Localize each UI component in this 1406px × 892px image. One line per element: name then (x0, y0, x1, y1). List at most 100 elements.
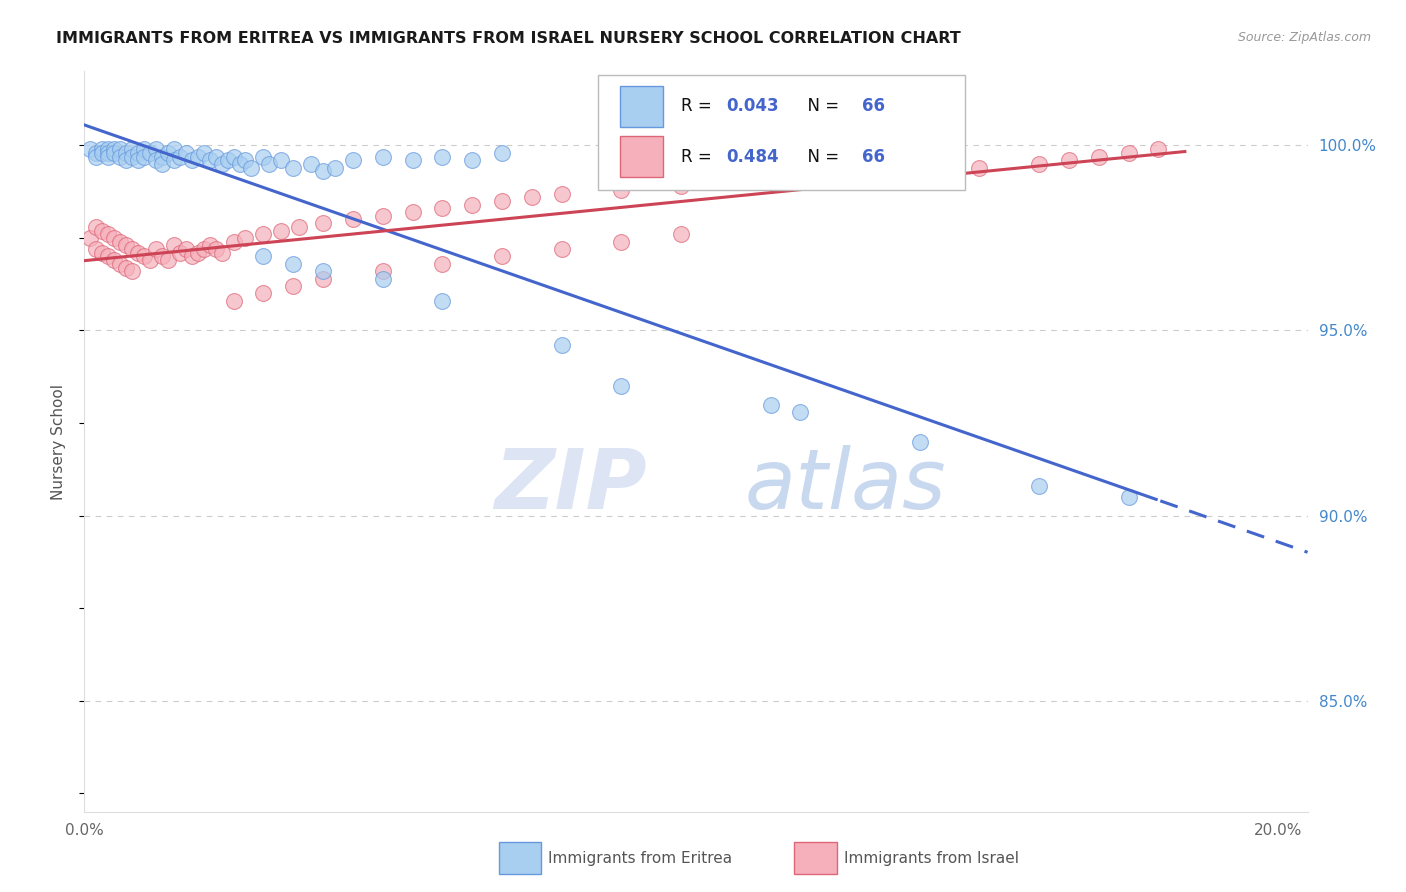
Point (240, 161, 263, 175)
FancyBboxPatch shape (620, 86, 664, 127)
Point (198, 238, 221, 252)
Point (127, 145, 149, 160)
Point (432, 149, 454, 163)
Y-axis label: Nursery School: Nursery School (51, 384, 66, 500)
Text: atlas: atlas (745, 445, 946, 526)
Point (259, 157, 281, 171)
Point (551, 186, 574, 201)
Point (187, 149, 209, 163)
Point (908, 434, 931, 449)
Point (610, 379, 633, 393)
Point (115, 145, 138, 160)
Point (252, 149, 274, 163)
Point (789, 405, 811, 419)
Point (461, 197, 484, 211)
Point (228, 157, 250, 171)
Point (193, 145, 215, 160)
Point (115, 238, 138, 252)
Point (461, 153, 484, 168)
Point (235, 153, 257, 168)
Point (97, 145, 120, 160)
Point (84, 145, 107, 160)
Point (103, 231, 125, 245)
Point (299, 157, 322, 171)
Point (91, 145, 114, 160)
Point (1057, 153, 1080, 168)
Point (108, 257, 131, 271)
Text: Immigrants from Eritrea: Immigrants from Eritrea (548, 851, 733, 865)
Point (174, 145, 197, 160)
Point (432, 257, 454, 271)
Point (84, 219, 107, 234)
Point (204, 242, 226, 256)
Point (169, 149, 191, 163)
FancyBboxPatch shape (499, 842, 541, 874)
Point (150, 249, 173, 263)
Point (235, 231, 257, 245)
Point (432, 293, 454, 308)
Point (491, 194, 513, 208)
Point (283, 279, 305, 293)
Point (193, 242, 215, 256)
Text: 0.043: 0.043 (727, 97, 779, 115)
Point (115, 260, 138, 275)
Point (108, 142, 131, 156)
Point (139, 145, 162, 160)
Point (115, 153, 138, 168)
Point (150, 157, 173, 171)
Point (91, 142, 114, 156)
Point (312, 264, 335, 278)
FancyBboxPatch shape (598, 75, 965, 190)
Point (342, 153, 364, 168)
Point (174, 242, 197, 256)
Text: IMMIGRANTS FROM ERITREA VS IMMIGRANTS FROM ISRAEL NURSERY SCHOOL CORRELATION CHA: IMMIGRANTS FROM ERITREA VS IMMIGRANTS FR… (56, 31, 960, 46)
Point (145, 242, 167, 256)
Text: R =: R = (682, 97, 717, 115)
Point (551, 338, 574, 352)
Text: 66: 66 (862, 147, 886, 166)
Point (1147, 142, 1170, 156)
Point (84, 149, 107, 163)
Point (520, 190, 543, 204)
Point (145, 142, 167, 156)
Point (127, 245, 149, 260)
Point (204, 149, 226, 163)
Text: N =: N = (797, 147, 845, 166)
Point (180, 153, 202, 168)
Point (211, 157, 233, 171)
Point (163, 238, 186, 252)
Point (288, 219, 311, 234)
Point (401, 205, 423, 219)
Point (342, 212, 364, 227)
Text: 0.484: 0.484 (727, 147, 779, 166)
Point (121, 264, 143, 278)
Point (150, 149, 173, 163)
Point (849, 168, 872, 182)
Point (156, 145, 179, 160)
Point (270, 223, 292, 237)
Point (222, 235, 245, 249)
Point (127, 153, 149, 168)
Point (91, 245, 114, 260)
Point (669, 227, 692, 242)
Point (108, 149, 131, 163)
Point (312, 216, 335, 230)
Point (132, 249, 155, 263)
Point (669, 179, 692, 194)
Point (97, 149, 120, 163)
Point (312, 164, 335, 178)
Point (969, 161, 991, 175)
Point (97, 142, 120, 156)
Point (491, 249, 513, 263)
Point (312, 271, 335, 285)
Point (252, 227, 274, 242)
Point (121, 142, 143, 156)
Point (187, 245, 209, 260)
Point (97, 249, 120, 263)
Point (1028, 157, 1050, 171)
Point (163, 153, 186, 168)
Point (908, 164, 931, 178)
FancyBboxPatch shape (620, 136, 664, 177)
Point (610, 235, 633, 249)
Text: Source: ZipAtlas.com: Source: ZipAtlas.com (1237, 31, 1371, 45)
